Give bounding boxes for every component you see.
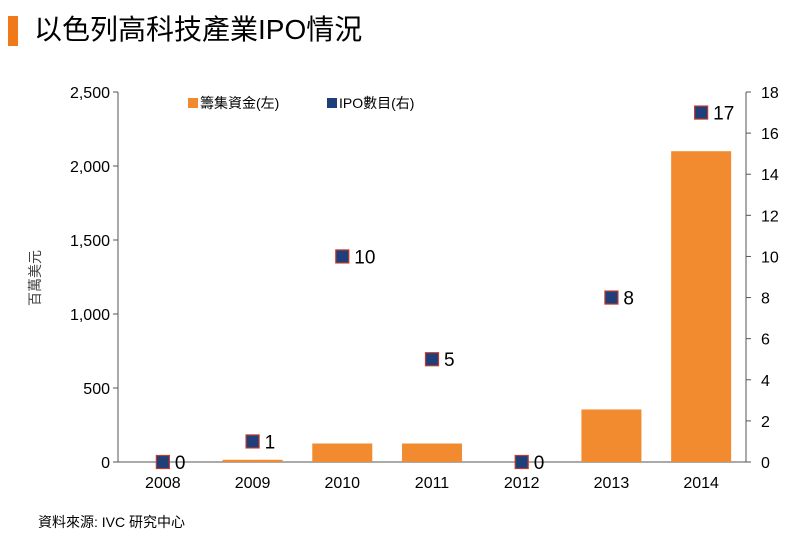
legend-swatch-bar — [188, 98, 198, 108]
title-accent-bar — [8, 16, 18, 46]
y-tick-label: 1,500 — [70, 233, 110, 250]
legend-label-marker: IPO數目(右) — [339, 95, 414, 111]
y2-tick-label: 0 — [761, 455, 770, 472]
ipo-count-marker — [155, 454, 170, 470]
x-tick-label: 2013 — [594, 475, 630, 492]
y-tick-label: 1,000 — [70, 307, 110, 324]
x-tick-label: 2014 — [683, 475, 719, 492]
ipo-count-label: 17 — [713, 104, 734, 125]
y-tick-label: 0 — [101, 455, 110, 472]
ipo-count-label: 0 — [534, 453, 545, 474]
ipo-count-marker — [514, 454, 529, 470]
ipo-count-label: 1 — [265, 432, 276, 453]
ipo-count-marker — [424, 352, 440, 367]
bar — [312, 443, 373, 462]
y2-tick-label: 12 — [761, 208, 779, 225]
bar — [581, 409, 642, 462]
ipo-count-label: 0 — [175, 453, 186, 474]
y-tick-label: 2,500 — [70, 85, 110, 102]
y2-tick-label: 16 — [761, 126, 779, 143]
y-axis-label: 百萬美元 — [27, 250, 43, 306]
bar — [222, 459, 283, 462]
bar — [402, 443, 462, 462]
x-tick-label: 2010 — [324, 475, 360, 492]
y2-tick-label: 18 — [761, 85, 779, 102]
page-title: 以色列高科技產業IPO情況 — [34, 14, 363, 45]
ipo-count-label: 8 — [623, 289, 634, 310]
y2-tick-label: 4 — [761, 373, 770, 390]
y2-tick-label: 2 — [761, 414, 770, 431]
ipo-count-marker — [694, 105, 709, 120]
x-tick-label: 2011 — [415, 475, 450, 492]
x-tick-label: 2008 — [145, 475, 181, 492]
y2-tick-label: 14 — [761, 167, 779, 184]
ipo-count-marker — [604, 290, 619, 305]
legend-label-bar: 籌集資金(左) — [200, 95, 279, 111]
x-tick-label: 2009 — [235, 475, 271, 492]
source-note: 資料來源: IVC 研究中心 — [38, 514, 186, 530]
legend-swatch-marker — [327, 98, 337, 108]
y2-tick-label: 10 — [761, 249, 779, 266]
x-tick-label: 2012 — [504, 475, 540, 492]
y2-tick-label: 6 — [761, 332, 770, 349]
y-tick-label: 500 — [83, 381, 110, 398]
bar — [671, 151, 732, 462]
ipo-count-marker — [245, 434, 260, 449]
ipo-count-marker — [335, 249, 350, 264]
ipo-count-label: 10 — [354, 247, 375, 268]
y-tick-label: 2,000 — [70, 159, 110, 176]
y2-tick-label: 8 — [761, 291, 770, 308]
ipo-count-label: 5 — [444, 350, 455, 371]
